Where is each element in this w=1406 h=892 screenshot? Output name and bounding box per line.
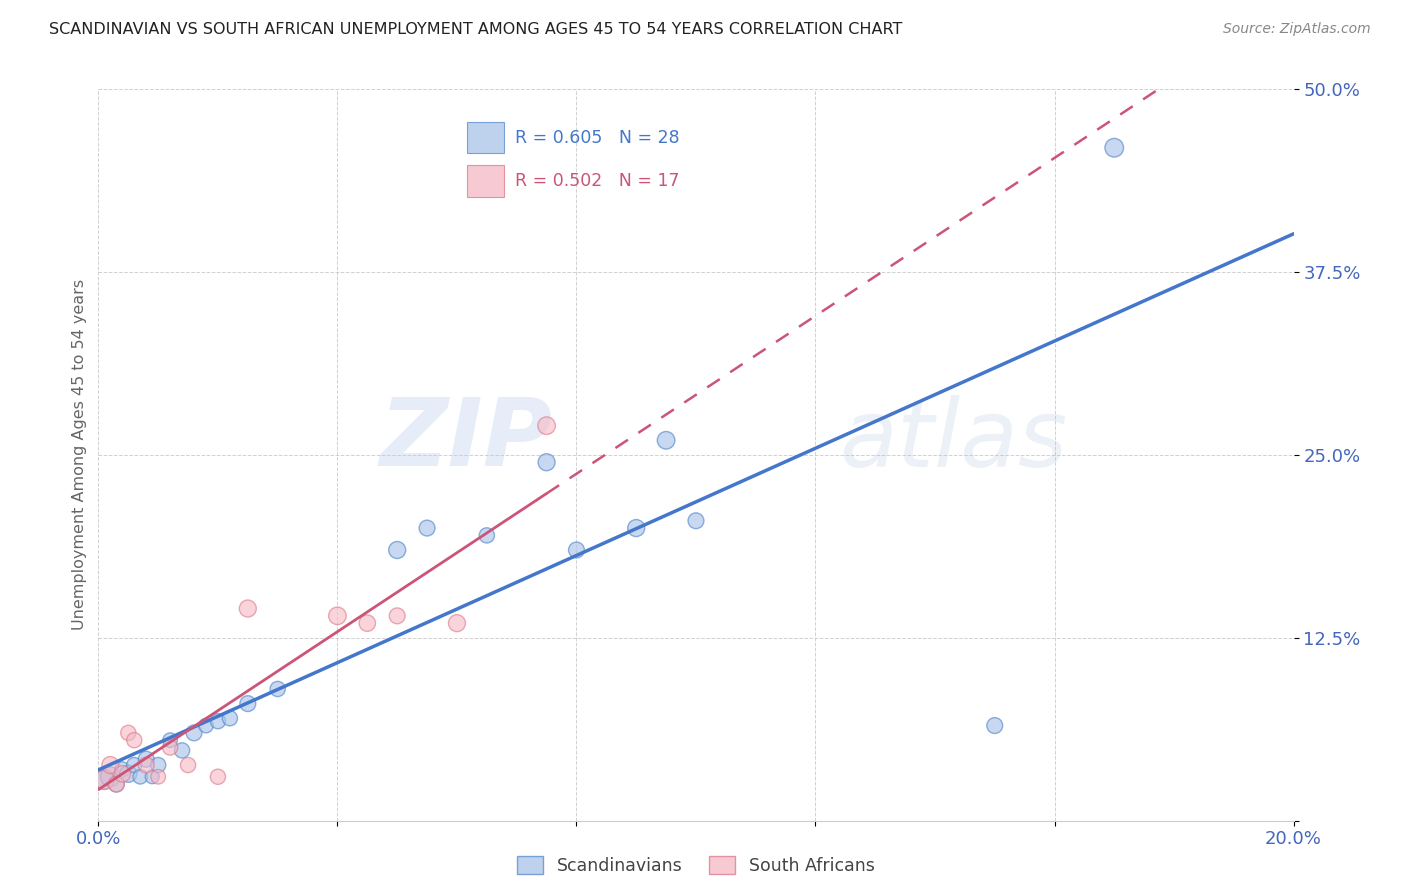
Point xyxy=(267,681,290,696)
Point xyxy=(159,733,181,747)
Text: Source: ZipAtlas.com: Source: ZipAtlas.com xyxy=(1223,22,1371,37)
Point xyxy=(111,763,134,777)
Point xyxy=(98,770,122,784)
Point xyxy=(475,528,498,542)
Point xyxy=(105,777,128,791)
FancyBboxPatch shape xyxy=(467,165,505,197)
Point xyxy=(141,770,163,784)
Point xyxy=(129,770,152,784)
Text: atlas: atlas xyxy=(839,395,1067,486)
Point xyxy=(326,608,349,623)
Y-axis label: Unemployment Among Ages 45 to 54 years: Unemployment Among Ages 45 to 54 years xyxy=(72,279,87,631)
Point xyxy=(172,743,194,757)
Point xyxy=(207,770,229,784)
Point xyxy=(111,767,134,781)
Point xyxy=(117,767,139,781)
Point xyxy=(236,697,259,711)
Point xyxy=(983,718,1005,732)
Text: R = 0.502   N = 17: R = 0.502 N = 17 xyxy=(515,171,679,190)
Point xyxy=(117,726,139,740)
Text: R = 0.605   N = 28: R = 0.605 N = 28 xyxy=(515,128,679,147)
Text: ZIP: ZIP xyxy=(380,394,553,486)
Point xyxy=(416,521,439,535)
Point xyxy=(183,726,205,740)
Point xyxy=(385,608,409,623)
Point xyxy=(93,772,115,787)
Point xyxy=(98,758,122,772)
Point xyxy=(685,514,707,528)
Point xyxy=(135,758,157,772)
Point xyxy=(207,714,229,728)
Point xyxy=(565,543,588,558)
Point xyxy=(356,616,378,631)
Point xyxy=(236,601,259,615)
Point xyxy=(148,770,170,784)
Point xyxy=(93,772,115,787)
Point xyxy=(385,543,409,558)
Point xyxy=(124,733,146,747)
Text: SCANDINAVIAN VS SOUTH AFRICAN UNEMPLOYMENT AMONG AGES 45 TO 54 YEARS CORRELATION: SCANDINAVIAN VS SOUTH AFRICAN UNEMPLOYME… xyxy=(49,22,903,37)
Point xyxy=(219,711,242,725)
Point xyxy=(655,434,678,448)
Point xyxy=(124,758,146,772)
Point xyxy=(194,718,218,732)
FancyBboxPatch shape xyxy=(467,121,505,153)
Point xyxy=(536,418,558,433)
Point xyxy=(177,758,200,772)
Point xyxy=(135,752,157,766)
Point xyxy=(536,455,558,469)
Point xyxy=(159,740,181,755)
Legend: Scandinavians, South Africans: Scandinavians, South Africans xyxy=(510,849,882,881)
Point xyxy=(148,758,170,772)
Point xyxy=(624,521,647,535)
Point xyxy=(105,777,128,791)
Point xyxy=(1104,141,1126,155)
Point xyxy=(446,616,468,631)
